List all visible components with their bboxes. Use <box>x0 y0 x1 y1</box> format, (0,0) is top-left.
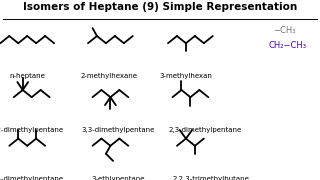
Text: 3,3-dimethylpentane: 3,3-dimethylpentane <box>82 127 155 133</box>
Text: 2-methylhexane: 2-methylhexane <box>80 73 137 79</box>
Text: 3-ethlypentane: 3-ethlypentane <box>92 176 145 180</box>
Text: Isomers of Heptane (9) Simple Representation: Isomers of Heptane (9) Simple Representa… <box>23 2 297 12</box>
Text: 2,2-dimethylpentane: 2,2-dimethylpentane <box>0 127 64 133</box>
Text: CH₂−CH₃: CH₂−CH₃ <box>268 41 306 50</box>
Text: −CH₃: −CH₃ <box>274 26 296 35</box>
Text: 2,2,3-trimethylbutane: 2,2,3-trimethylbutane <box>173 176 250 180</box>
Text: 2,3-dimethylpentane: 2,3-dimethylpentane <box>168 127 241 133</box>
Text: n-heptane: n-heptane <box>9 73 45 79</box>
Text: 3-methylhexan: 3-methylhexan <box>159 73 212 79</box>
Text: 2,4-dimethylpentane: 2,4-dimethylpentane <box>0 176 64 180</box>
